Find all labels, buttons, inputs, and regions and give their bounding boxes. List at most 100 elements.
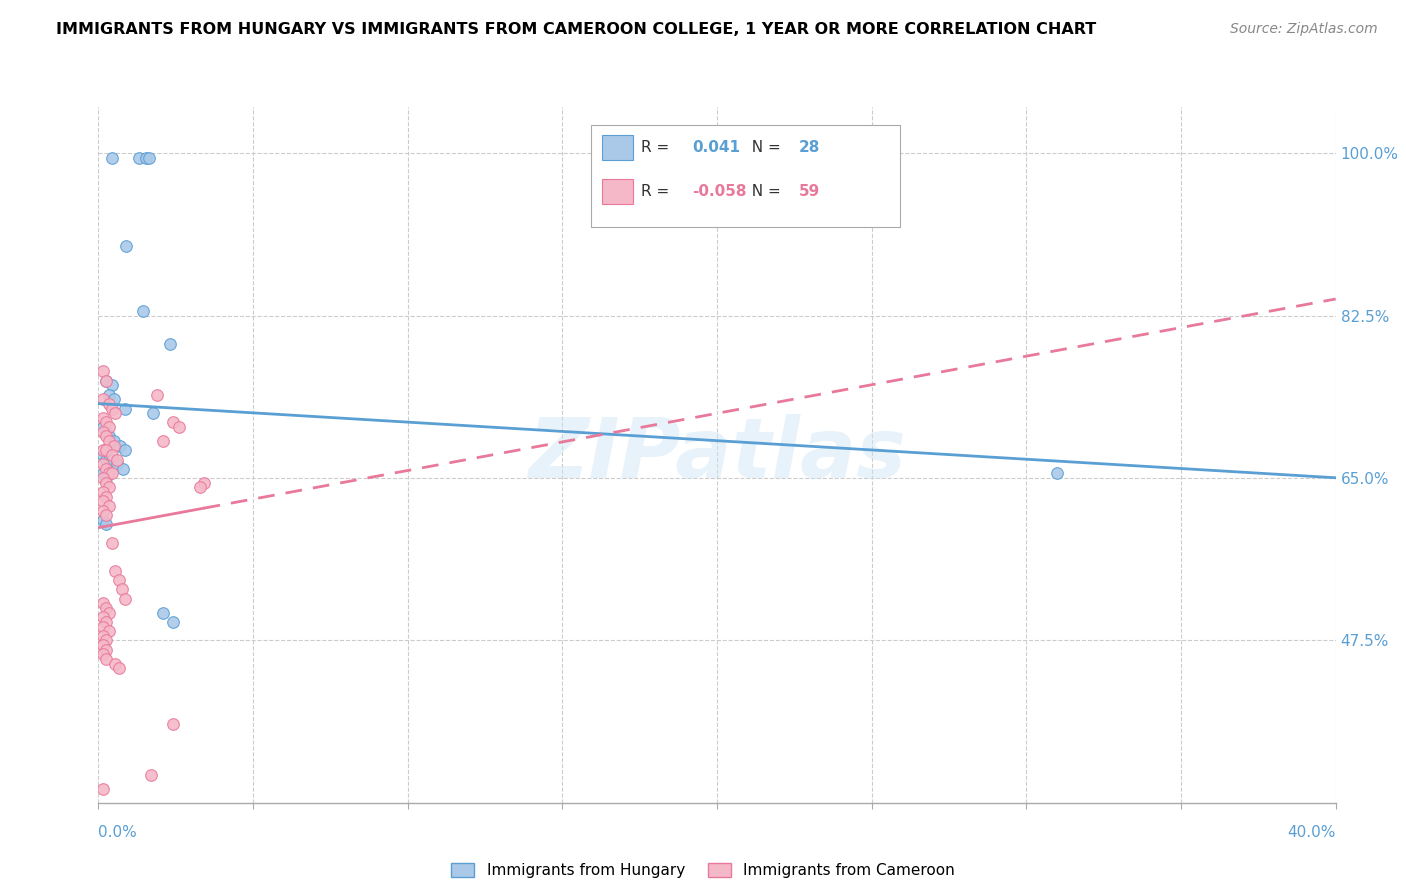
Point [101, 536, 124, 550]
Point [104, 564, 127, 578]
Point [98, 434, 121, 448]
Point [114, 401, 136, 416]
Point [114, 591, 136, 606]
Point [96, 374, 118, 388]
Point [159, 336, 181, 351]
Point [132, 304, 155, 318]
Point [96, 508, 118, 523]
Point [96, 429, 118, 443]
Text: -0.058: -0.058 [692, 185, 747, 199]
Point [96, 517, 118, 532]
Text: 0.041: 0.041 [692, 140, 740, 154]
Text: 0.0%: 0.0% [98, 825, 138, 840]
Point [91, 494, 114, 508]
Point [103, 392, 125, 407]
Point [98, 480, 121, 494]
Text: R =: R = [641, 140, 679, 154]
Point [96, 374, 118, 388]
Point [98, 467, 121, 481]
Point [101, 467, 124, 481]
Point [98, 387, 121, 401]
Point [91, 610, 114, 624]
Point [114, 443, 136, 458]
Text: Source: ZipAtlas.com: Source: ZipAtlas.com [1230, 22, 1378, 37]
Point [96, 642, 118, 657]
Point [91, 364, 114, 378]
Point [96, 425, 118, 439]
Point [96, 416, 118, 430]
Point [103, 439, 125, 453]
Point [96, 452, 118, 467]
Point [91, 443, 114, 458]
Point [101, 378, 124, 392]
Point [96, 601, 118, 615]
Point [135, 151, 157, 165]
Point [98, 397, 121, 411]
Point [96, 443, 118, 458]
Point [142, 406, 165, 420]
Point [91, 471, 114, 485]
Point [91, 485, 114, 500]
Point [91, 448, 114, 462]
Point [91, 638, 114, 652]
Point [1046, 467, 1069, 481]
Point [91, 410, 114, 425]
Point [139, 768, 162, 782]
Point [96, 490, 118, 504]
Text: ZIPatlas: ZIPatlas [529, 415, 905, 495]
Point [104, 406, 127, 420]
Point [98, 429, 121, 443]
Point [98, 452, 121, 467]
Point [107, 573, 129, 587]
Point [105, 457, 128, 471]
Point [98, 606, 121, 620]
Text: 28: 28 [799, 140, 820, 154]
Text: R =: R = [641, 185, 675, 199]
Point [101, 448, 124, 462]
Text: 59: 59 [799, 185, 820, 199]
Point [103, 434, 125, 448]
Point [91, 457, 114, 471]
Point [104, 657, 127, 671]
Point [91, 629, 114, 643]
Point [91, 781, 114, 796]
Point [167, 420, 190, 434]
Point [96, 633, 118, 648]
Point [162, 615, 184, 629]
Point [152, 434, 174, 448]
Point [128, 151, 150, 165]
Text: IMMIGRANTS FROM HUNGARY VS IMMIGRANTS FROM CAMEROON COLLEGE, 1 YEAR OR MORE CORR: IMMIGRANTS FROM HUNGARY VS IMMIGRANTS FR… [56, 22, 1097, 37]
Point [162, 717, 184, 731]
Point [152, 606, 174, 620]
Point [101, 401, 124, 416]
Point [96, 471, 118, 485]
Text: N =: N = [742, 185, 786, 199]
Point [190, 480, 212, 494]
Point [96, 652, 118, 666]
Point [101, 151, 124, 165]
Point [91, 513, 114, 527]
Point [91, 467, 114, 481]
Text: 40.0%: 40.0% [1288, 825, 1336, 840]
Point [98, 499, 121, 513]
Point [105, 452, 128, 467]
Point [111, 582, 134, 597]
Point [107, 661, 129, 675]
Point [91, 596, 114, 610]
Point [91, 648, 114, 662]
Point [91, 503, 114, 517]
Text: N =: N = [742, 140, 786, 154]
Point [98, 420, 121, 434]
Point [98, 624, 121, 639]
Point [91, 425, 114, 439]
Point [108, 439, 131, 453]
Point [96, 462, 118, 476]
Point [101, 452, 124, 467]
Point [193, 475, 215, 490]
Point [162, 416, 184, 430]
Point [91, 420, 114, 434]
Point [115, 239, 138, 253]
Legend: Immigrants from Hungary, Immigrants from Cameroon: Immigrants from Hungary, Immigrants from… [446, 856, 960, 884]
Point [112, 462, 135, 476]
Point [96, 475, 118, 490]
